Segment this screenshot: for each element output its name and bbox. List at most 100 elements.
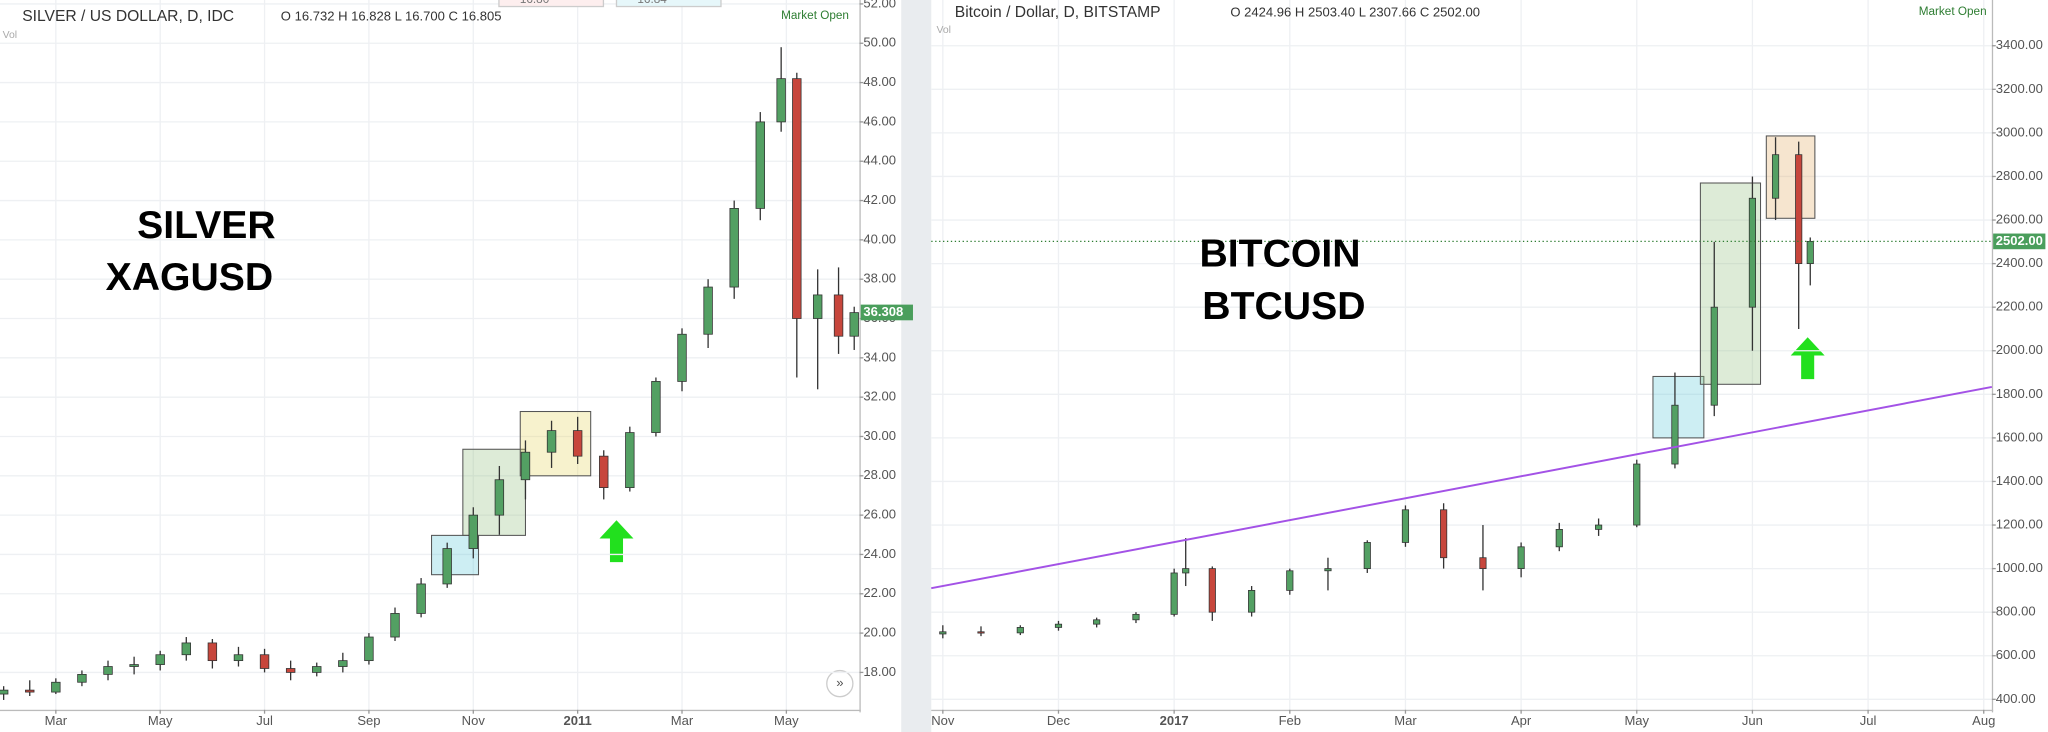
y-tick-label: 24.00 xyxy=(863,546,896,561)
y-tick-label: 3000.00 xyxy=(1996,124,2043,139)
candle-body xyxy=(233,654,244,662)
candle-body xyxy=(812,294,823,319)
candle-body xyxy=(25,689,35,693)
y-tick-label: 1800.00 xyxy=(1996,386,2043,401)
candle-body xyxy=(833,294,844,337)
y-tick-label: 2800.00 xyxy=(1996,168,2043,183)
last-price-label: 2502.00 xyxy=(1996,233,2043,248)
x-tick-label: Jul xyxy=(1860,713,1877,728)
y-tick-label: 50.00 xyxy=(863,35,896,50)
price-axis-border xyxy=(1991,0,1994,713)
order-price: 16.84 xyxy=(637,0,667,6)
candle-body xyxy=(442,548,452,585)
y-tick-label: 1400.00 xyxy=(1996,473,2043,488)
y-tick-label: 42.00 xyxy=(863,192,896,207)
x-tick-label: Sep xyxy=(357,713,380,728)
candle-body xyxy=(1016,627,1024,634)
candle-body xyxy=(416,583,426,614)
candle-body xyxy=(1054,623,1063,628)
time-axis-border xyxy=(0,709,861,712)
candle-body xyxy=(312,666,322,673)
candle-body xyxy=(1771,154,1780,199)
candle-body xyxy=(546,430,557,453)
up-arrow xyxy=(599,520,634,563)
y-tick-label: 20.00 xyxy=(863,625,896,640)
x-tick-label: Mar xyxy=(45,713,68,728)
y-tick-label: 38.00 xyxy=(863,271,896,286)
scroll-icon: » xyxy=(836,675,843,690)
candle-body xyxy=(1286,570,1294,591)
trendline xyxy=(931,385,1993,590)
y-tick-label: 48.00 xyxy=(863,74,896,89)
candle-body xyxy=(364,636,374,662)
candle-body xyxy=(181,642,191,656)
order-box[interactable] xyxy=(615,0,722,8)
candle-body xyxy=(939,631,947,635)
candle-body xyxy=(390,613,400,638)
last-price-tag xyxy=(860,304,913,321)
candle-body xyxy=(520,451,531,481)
candle-body xyxy=(849,312,859,337)
order-box[interactable] xyxy=(498,0,605,8)
x-tick-label: Apr xyxy=(1511,713,1532,728)
y-tick-label: 28.00 xyxy=(863,467,896,482)
y-tick-label: 46.00 xyxy=(863,113,896,128)
y-tick-label: 1200.00 xyxy=(1996,516,2043,531)
candle-body xyxy=(259,654,270,669)
x-tick-label: May xyxy=(774,713,799,728)
time-axis-border xyxy=(931,709,1994,712)
scroll-button[interactable] xyxy=(826,669,854,698)
y-tick-label: 30.00 xyxy=(863,428,896,443)
candle-body xyxy=(1248,590,1256,613)
candle-body xyxy=(1595,524,1603,530)
annotation-text: XAGUSD xyxy=(106,256,274,299)
candle-body xyxy=(1795,154,1803,264)
x-tick-label: May xyxy=(148,713,173,728)
y-tick-label: 22.00 xyxy=(863,585,896,600)
annotation-text: BTCUSD xyxy=(1202,285,1365,328)
x-tick-label: Dec xyxy=(1047,713,1071,728)
x-tick-label: Aug xyxy=(1972,713,1995,728)
x-tick-label: Jul xyxy=(256,713,273,728)
last-price-tag xyxy=(1993,233,2046,250)
y-tick-label: 800.00 xyxy=(1996,604,2036,619)
symbol-title: SILVER / US DOLLAR, D, IDC xyxy=(22,8,234,25)
y-tick-label: 3400.00 xyxy=(1996,37,2043,52)
y-tick-label: 18.00 xyxy=(863,664,896,679)
ohlc-readout: O 2424.96 H 2503.40 L 2307.66 C 2502.00 xyxy=(1230,5,1480,20)
candle-body xyxy=(1671,404,1679,465)
candle-body xyxy=(625,432,635,488)
volume-toggle[interactable]: Vol xyxy=(936,25,951,36)
candle-body xyxy=(572,430,583,457)
last-price-label: 36.308 xyxy=(863,304,903,319)
annotation-text: BITCOIN xyxy=(1199,233,1360,276)
x-tick-label: Mar xyxy=(671,713,694,728)
y-tick-label: 26.00 xyxy=(863,507,896,522)
x-tick-label: 2011 xyxy=(563,713,591,728)
x-tick-label: 2017 xyxy=(1160,713,1189,728)
candle-body xyxy=(1182,568,1190,574)
candle-body xyxy=(77,673,87,683)
x-tick-label: Nov xyxy=(931,713,955,728)
volume-toggle[interactable]: Vol xyxy=(3,30,18,41)
annotation-text: SILVER xyxy=(137,204,276,247)
order-price: 16.80 xyxy=(520,0,550,6)
candle-body xyxy=(1132,613,1140,621)
candle-body xyxy=(677,333,687,382)
price-axis-border xyxy=(859,0,861,713)
up-arrow xyxy=(1790,337,1825,380)
candle-body xyxy=(1324,568,1332,572)
candle-body xyxy=(729,208,739,288)
candle-body xyxy=(1517,546,1525,569)
symbol-title: Bitcoin / Dollar, D, BITSTAMP xyxy=(955,4,1161,21)
y-tick-label: 34.00 xyxy=(863,349,896,364)
candle-body xyxy=(155,654,165,665)
candle-body xyxy=(1479,557,1487,569)
x-tick-label: Jun xyxy=(1742,713,1763,728)
y-tick-label: 400.00 xyxy=(1996,691,2036,706)
candle-body xyxy=(1710,306,1718,406)
candle-body xyxy=(129,664,139,667)
candle-body xyxy=(1093,619,1101,625)
x-tick-label: May xyxy=(1624,713,1649,728)
